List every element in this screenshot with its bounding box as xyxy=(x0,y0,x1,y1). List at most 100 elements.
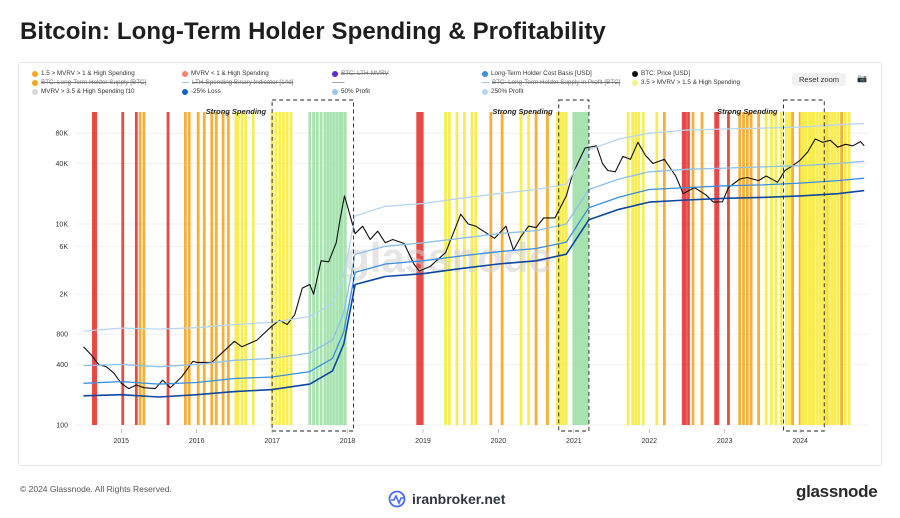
pulse-logo-icon xyxy=(388,490,406,508)
legend-label: 50% Profit xyxy=(341,88,371,95)
spending-band xyxy=(586,112,589,425)
spending-band xyxy=(121,112,125,425)
spending-band xyxy=(534,112,538,425)
legend-swatch xyxy=(482,70,488,77)
reset-zoom-button[interactable]: Reset zoom xyxy=(792,73,846,86)
legend-swatch xyxy=(332,70,338,77)
legend-item[interactable]: 3.5 > MVRV > 1.5 & High Spending xyxy=(632,79,740,86)
x-tick-label: 2019 xyxy=(415,438,431,445)
legend-swatch xyxy=(182,70,188,77)
legend-item[interactable]: —— xyxy=(332,79,345,86)
spending-band xyxy=(779,112,783,425)
legend-swatch xyxy=(32,79,38,86)
spending-band xyxy=(641,112,645,425)
spending-band xyxy=(691,112,695,425)
page-title: Bitcoin: Long-Term Holder Spending & Pro… xyxy=(20,18,606,45)
spending-band xyxy=(558,112,562,425)
center-brand-text: iranbroker.net xyxy=(412,491,506,507)
spending-band xyxy=(634,112,638,425)
spending-band xyxy=(340,112,344,425)
spending-band xyxy=(821,112,825,425)
x-tick-label: 2017 xyxy=(264,438,280,445)
legend-item[interactable]: BTC: Price [USD] xyxy=(632,70,690,77)
spending-band xyxy=(519,112,523,425)
spending-band xyxy=(807,112,811,425)
legend-swatch xyxy=(182,82,189,83)
spending-band xyxy=(315,112,319,425)
legend-swatch xyxy=(182,88,188,95)
spending-band xyxy=(319,112,323,425)
x-tick-label: 2023 xyxy=(717,438,733,445)
legend-item[interactable]: 1.5 > MVRV > 1 & High Spending xyxy=(32,70,135,77)
series-line xyxy=(83,189,865,398)
legend-label: 250% Profit xyxy=(491,88,524,95)
legend-item[interactable]: MVRV > 3.5 & High Spending f10 xyxy=(32,88,135,95)
spending-band xyxy=(804,112,808,425)
spending-band xyxy=(626,112,630,425)
legend-label: LTH-Spending Binary Indicator [14d] xyxy=(192,79,294,86)
legend-item[interactable]: BTC: LTH-MVRV xyxy=(332,70,389,77)
spending-band xyxy=(574,112,578,425)
spending-band xyxy=(824,112,828,425)
legend-item[interactable]: MVRV < 1 & High Spending xyxy=(182,70,269,77)
x-tick-label: 2022 xyxy=(641,438,657,445)
spending-band xyxy=(214,112,218,425)
legend-item[interactable]: 50% Profit xyxy=(332,88,370,95)
spending-band xyxy=(631,112,635,425)
strong-spending-box xyxy=(558,99,590,432)
x-tick-label: 2021 xyxy=(566,438,582,445)
spending-band xyxy=(474,112,478,425)
y-tick-label: 10K xyxy=(56,221,69,228)
spending-band xyxy=(420,112,424,425)
chart-legend: 1.5 > MVRV > 1 & High Spending BTC: Long-… xyxy=(32,70,792,106)
spending-band xyxy=(742,112,745,425)
legend-label: —— xyxy=(332,79,345,86)
legend-item[interactable]: BTC: Long-Term Holder Supply [BTC] xyxy=(32,79,146,86)
strong-spending-box xyxy=(271,99,355,432)
spending-band xyxy=(335,112,339,425)
legend-item[interactable]: -25% Loss xyxy=(182,88,221,95)
y-tick-label: 800 xyxy=(56,332,68,339)
spending-band xyxy=(815,112,819,425)
spending-band xyxy=(583,112,587,425)
spending-band xyxy=(785,112,788,425)
legend-item[interactable]: BTC: Long-Term Holder Supply in Profit [… xyxy=(482,79,620,86)
spending-band xyxy=(234,112,238,425)
legend-label: MVRV < 1 & High Spending xyxy=(191,70,269,77)
spending-band xyxy=(655,112,659,425)
legend-swatch xyxy=(32,88,38,95)
spending-band xyxy=(764,112,768,425)
spending-band xyxy=(581,112,585,425)
legend-item[interactable]: LTH-Spending Binary Indicator [14d] xyxy=(182,79,293,86)
spending-band xyxy=(244,112,248,425)
spending-band xyxy=(757,112,761,425)
spending-band xyxy=(418,112,422,425)
glassnode-logo: glassnode xyxy=(796,482,878,501)
legend-swatch xyxy=(632,70,638,77)
series-line xyxy=(83,160,865,368)
spending-band xyxy=(727,112,730,425)
spending-band xyxy=(840,112,843,425)
spending-band xyxy=(444,112,447,425)
camera-icon[interactable]: 📷 xyxy=(857,74,867,83)
spending-band xyxy=(251,112,255,425)
spending-band xyxy=(810,112,813,425)
spending-band xyxy=(791,112,794,425)
strong-spending-boxes: Strong Spending Strong Spending Strong Spe… xyxy=(206,99,825,432)
spending-band xyxy=(836,112,840,425)
x-axis: 2015 2016 2017 2018 2019 2020 2021 2022 2023 2024 xyxy=(113,429,808,445)
spending-band xyxy=(830,112,834,425)
spending-band xyxy=(818,112,822,425)
spending-band xyxy=(338,112,342,425)
spending-band xyxy=(770,112,773,425)
spending-band xyxy=(196,112,200,425)
series-line xyxy=(83,177,865,385)
legend-item[interactable]: 250% Profit xyxy=(482,88,524,95)
legend-item[interactable]: Long-Term Holder Cost Basis [USD] xyxy=(482,70,592,77)
legend-label: 1.5 > MVRV > 1 & High Spending xyxy=(41,70,135,77)
spending-band xyxy=(637,112,641,425)
spending-band xyxy=(134,112,138,425)
strong-spending-label: Strong Spending xyxy=(492,107,553,116)
spending-band xyxy=(332,112,336,425)
spending-band xyxy=(564,112,568,425)
